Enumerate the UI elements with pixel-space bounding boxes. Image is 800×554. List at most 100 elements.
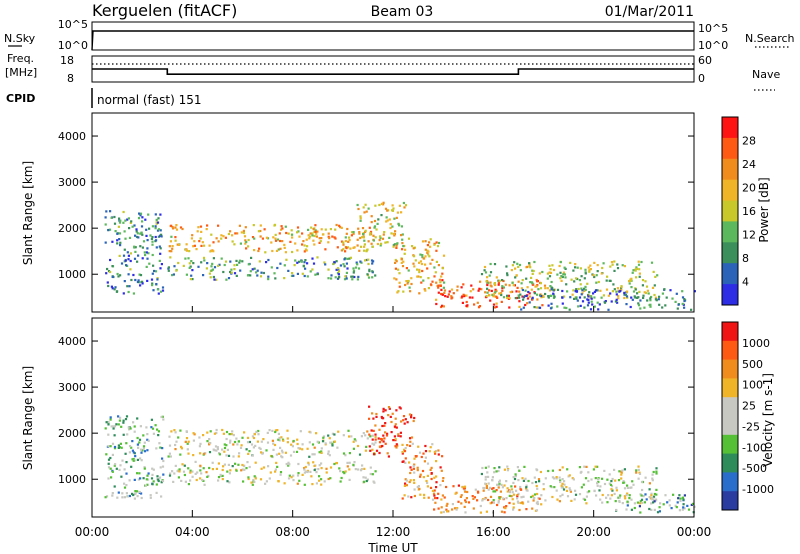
- power-cell: [107, 284, 110, 288]
- velocity-cell: [202, 479, 205, 482]
- power-cell: [637, 260, 640, 263]
- power-echo-band: [393, 237, 446, 295]
- velocity-cell: [534, 481, 538, 484]
- velocity-cell: [235, 437, 238, 440]
- power-cell: [512, 284, 515, 287]
- power-cell: [626, 296, 629, 299]
- velocity-cell: [368, 405, 371, 408]
- velocity-cell: [125, 442, 128, 445]
- power-cell: [649, 299, 652, 302]
- velocity-cell: [491, 478, 494, 482]
- power-cell: [123, 248, 126, 251]
- power-cell: [195, 248, 198, 251]
- velocity-cell: [374, 435, 377, 439]
- velocity-cell: [491, 487, 494, 490]
- velocity-cell: [172, 480, 175, 483]
- power-cell: [115, 290, 118, 293]
- power-cell: [590, 297, 593, 300]
- power-cell: [476, 301, 479, 304]
- velocity-cell: [523, 465, 526, 468]
- velocity-cell: [150, 426, 153, 429]
- velocity-cell: [431, 489, 434, 492]
- velocity-cell: [119, 464, 122, 467]
- power-cell: [147, 213, 150, 216]
- velocity-cell: [599, 485, 602, 488]
- power-cell: [635, 266, 638, 269]
- velocity-cell: [516, 466, 519, 469]
- power-cell: [584, 268, 587, 271]
- power-cell: [590, 300, 593, 303]
- velocity-cell: [653, 508, 656, 511]
- velocity-cell: [157, 478, 160, 481]
- power-cell: [570, 278, 573, 281]
- power-cell: [539, 287, 543, 290]
- power-cell: [517, 265, 520, 268]
- velocity-cell: [328, 454, 331, 457]
- velocity-cell: [650, 492, 653, 495]
- power-cell: [439, 281, 442, 284]
- velocity-cell: [445, 485, 448, 489]
- velocity-cell: [682, 506, 685, 509]
- velocity-cell: [303, 471, 306, 474]
- velocity-cell: [290, 443, 293, 446]
- velocity-cell: [574, 493, 578, 496]
- power-cell: [273, 223, 277, 226]
- velocity-cell: [532, 497, 535, 500]
- velocity-cell: [375, 415, 378, 418]
- power-cell: [560, 279, 563, 282]
- power-cell: [155, 221, 158, 224]
- power-cell: [357, 267, 361, 270]
- velocity-cell: [440, 498, 443, 501]
- velocity-cell: [508, 489, 511, 492]
- power-cell: [151, 240, 154, 243]
- velocity-cell: [615, 486, 618, 489]
- velocity-cell: [497, 486, 500, 489]
- power-cell: [345, 271, 348, 274]
- velocity-cell: [412, 479, 415, 482]
- velocity-cell: [368, 417, 371, 420]
- power-cell: [293, 264, 296, 267]
- power-cell: [371, 276, 374, 279]
- power-cell: [429, 238, 432, 241]
- velocity-cell: [435, 475, 438, 478]
- velocity-cell: [232, 434, 235, 437]
- velocity-cell: [339, 470, 342, 473]
- power-cell: [357, 207, 360, 211]
- velocity-cell: [594, 477, 597, 480]
- power-cell: [318, 237, 321, 240]
- power-cell: [526, 286, 529, 289]
- power-cell: [522, 298, 525, 301]
- velocity-cell: [618, 470, 621, 473]
- power-cell: [345, 247, 348, 250]
- velocity-cell: [227, 463, 230, 466]
- power-cell: [549, 307, 553, 310]
- velocity-cell: [333, 440, 336, 443]
- velocity-cell: [260, 467, 263, 470]
- power-cell: [119, 219, 122, 222]
- power-cell: [189, 265, 192, 268]
- power-cell: [489, 299, 492, 302]
- power-cell: [113, 215, 116, 219]
- power-cell: [307, 234, 310, 237]
- power-cell: [500, 293, 503, 297]
- velocity-cell: [408, 444, 412, 447]
- power-cell: [548, 271, 551, 274]
- velocity-cell: [107, 423, 110, 426]
- power-cell: [556, 288, 560, 291]
- power-cell: [480, 288, 483, 291]
- power-cell: [259, 224, 262, 227]
- power-cell: [429, 283, 433, 286]
- power-cell: [188, 262, 191, 265]
- velocity-cell: [652, 470, 655, 474]
- power-cell: [378, 203, 381, 207]
- power-cell: [400, 258, 403, 261]
- velocity-cell: [651, 477, 654, 480]
- velocity-cell: [241, 463, 244, 467]
- velocity-cell: [428, 450, 431, 453]
- velocity-cell: [139, 457, 142, 460]
- power-cell: [363, 245, 366, 248]
- velocity-cell: [510, 495, 513, 498]
- nsearch-label: N.Search: [745, 32, 795, 45]
- velocity-cell: [320, 483, 323, 486]
